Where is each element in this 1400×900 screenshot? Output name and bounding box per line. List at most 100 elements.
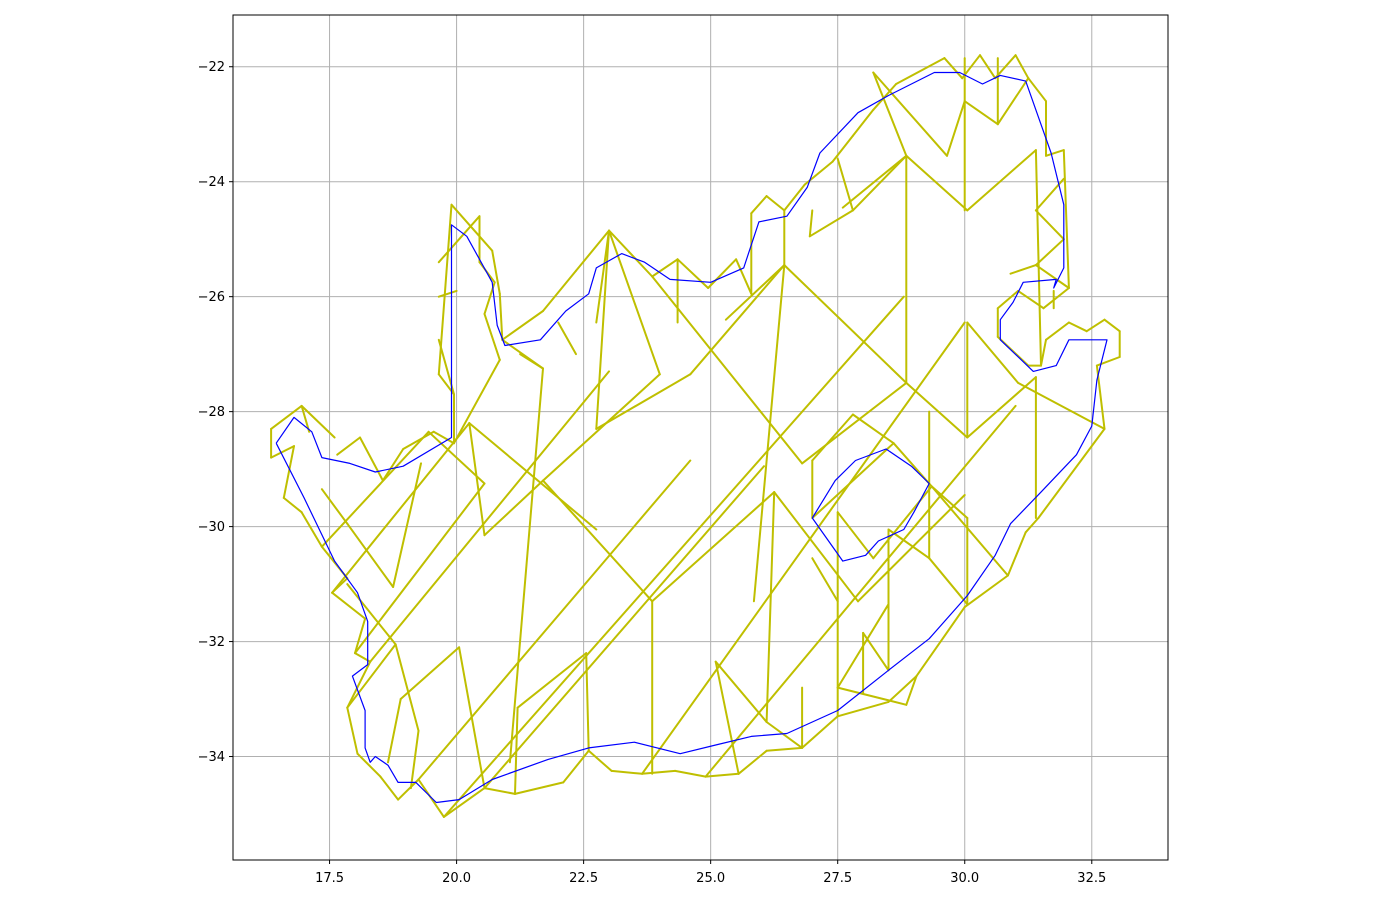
mesh-edge (427, 430, 486, 485)
x-tick-label: 22.5 (569, 871, 598, 886)
mesh-edge (905, 675, 918, 706)
mesh-edge (651, 491, 776, 603)
mesh-edge (595, 229, 610, 324)
x-tick-label: 32.5 (1077, 871, 1106, 886)
mesh-edge (1103, 318, 1121, 333)
y-axis-ticks: −22 −24 −26 −28 −30 −32 −34 (198, 60, 233, 765)
x-tick-label: 20.0 (442, 871, 471, 886)
mesh-edge (801, 381, 908, 465)
mesh-edge (483, 465, 765, 790)
mesh-edge (765, 721, 804, 749)
mesh-edge (765, 491, 776, 723)
mesh-edge (498, 292, 504, 341)
mesh-edge (808, 209, 854, 238)
mesh-edge (359, 436, 384, 482)
mesh-edge (575, 229, 610, 272)
mesh-edge (1062, 149, 1070, 289)
mesh-edge (752, 264, 786, 603)
mesh-edge (354, 617, 367, 655)
mesh-edge (468, 422, 486, 537)
mesh-edge (595, 229, 610, 430)
mesh-edge (928, 557, 969, 606)
mesh-edge (491, 249, 501, 295)
mesh-edge (689, 264, 786, 376)
mesh-edge (905, 381, 969, 439)
mesh-edge (468, 422, 598, 531)
mesh-edge (872, 71, 908, 157)
mesh-edge (714, 660, 740, 775)
y-tick-label: −28 (198, 405, 225, 420)
mesh-edge (300, 511, 323, 548)
mesh-edge (282, 445, 295, 499)
mesh-edge (1009, 264, 1037, 275)
mesh-edge (1045, 149, 1065, 157)
mesh-edge (542, 269, 577, 312)
mesh-edge (737, 749, 768, 775)
mesh-edge (336, 436, 361, 456)
mesh-edge (862, 631, 890, 672)
mesh-edge (557, 321, 577, 356)
mesh-edge (930, 485, 969, 519)
x-tick-label: 30.0 (950, 871, 979, 886)
mesh-edge (331, 591, 367, 620)
mesh-edge (811, 442, 895, 519)
mesh-edge (442, 787, 486, 818)
x-tick-label: 17.5 (315, 871, 344, 886)
mesh-edge (516, 652, 588, 709)
mesh-edge (402, 430, 435, 450)
mesh-edge (331, 422, 471, 594)
mesh-edge (836, 511, 875, 560)
y-tick-label: −22 (198, 60, 225, 75)
mesh-edge (979, 54, 997, 80)
mesh-edge (1045, 321, 1070, 341)
mesh-edge (641, 321, 966, 775)
mesh-edge (381, 448, 405, 482)
mesh-edge (996, 289, 1020, 310)
mesh-edge (857, 494, 966, 603)
mesh-edge (387, 698, 402, 764)
mesh-edge (608, 229, 654, 278)
mesh-edge (270, 445, 295, 459)
triangulation-mesh (270, 54, 1121, 818)
mesh-edge (417, 459, 692, 781)
x-axis-ticks: 17.5 20.0 22.5 25.0 27.5 30.0 32.5 (315, 860, 1106, 886)
mesh-edge (1006, 531, 1027, 577)
outer-boundary-line (275, 71, 1108, 804)
mesh-edge (1034, 264, 1070, 289)
mesh-edge (392, 462, 422, 588)
mesh-edge (808, 209, 814, 238)
mesh-edge (714, 660, 768, 723)
mesh-edge (1034, 149, 1042, 367)
mesh-edge (346, 643, 397, 709)
mesh-edge (519, 353, 544, 370)
mesh-edge (851, 154, 908, 212)
mesh-edge (610, 769, 644, 775)
mesh-edge (585, 652, 590, 752)
mesh-edge (608, 229, 661, 376)
mesh-edge (542, 373, 661, 482)
mesh-edge (724, 264, 786, 321)
mesh-edge (641, 769, 677, 775)
mesh-edge (442, 295, 905, 818)
mesh-edge (765, 195, 786, 212)
mesh-edge (458, 646, 486, 790)
mesh-edge (735, 258, 753, 295)
y-tick-label: −30 (198, 520, 225, 535)
mesh-edge (450, 203, 494, 252)
mesh-edge (872, 71, 948, 157)
mesh-edge (851, 413, 895, 445)
mesh-edge (282, 496, 303, 514)
mesh-edge (750, 195, 768, 215)
mesh-edge (707, 258, 738, 289)
mesh-edge (409, 729, 420, 790)
mesh-edge (773, 491, 859, 603)
x-tick-label: 27.5 (823, 871, 852, 886)
mesh-edge (915, 606, 966, 678)
mesh-edge (587, 749, 613, 772)
mesh-edge (872, 485, 933, 560)
mesh-edge (783, 183, 806, 212)
mesh-edge (437, 289, 458, 298)
axes-frame (232, 14, 1169, 861)
y-tick-label: −26 (198, 290, 225, 305)
